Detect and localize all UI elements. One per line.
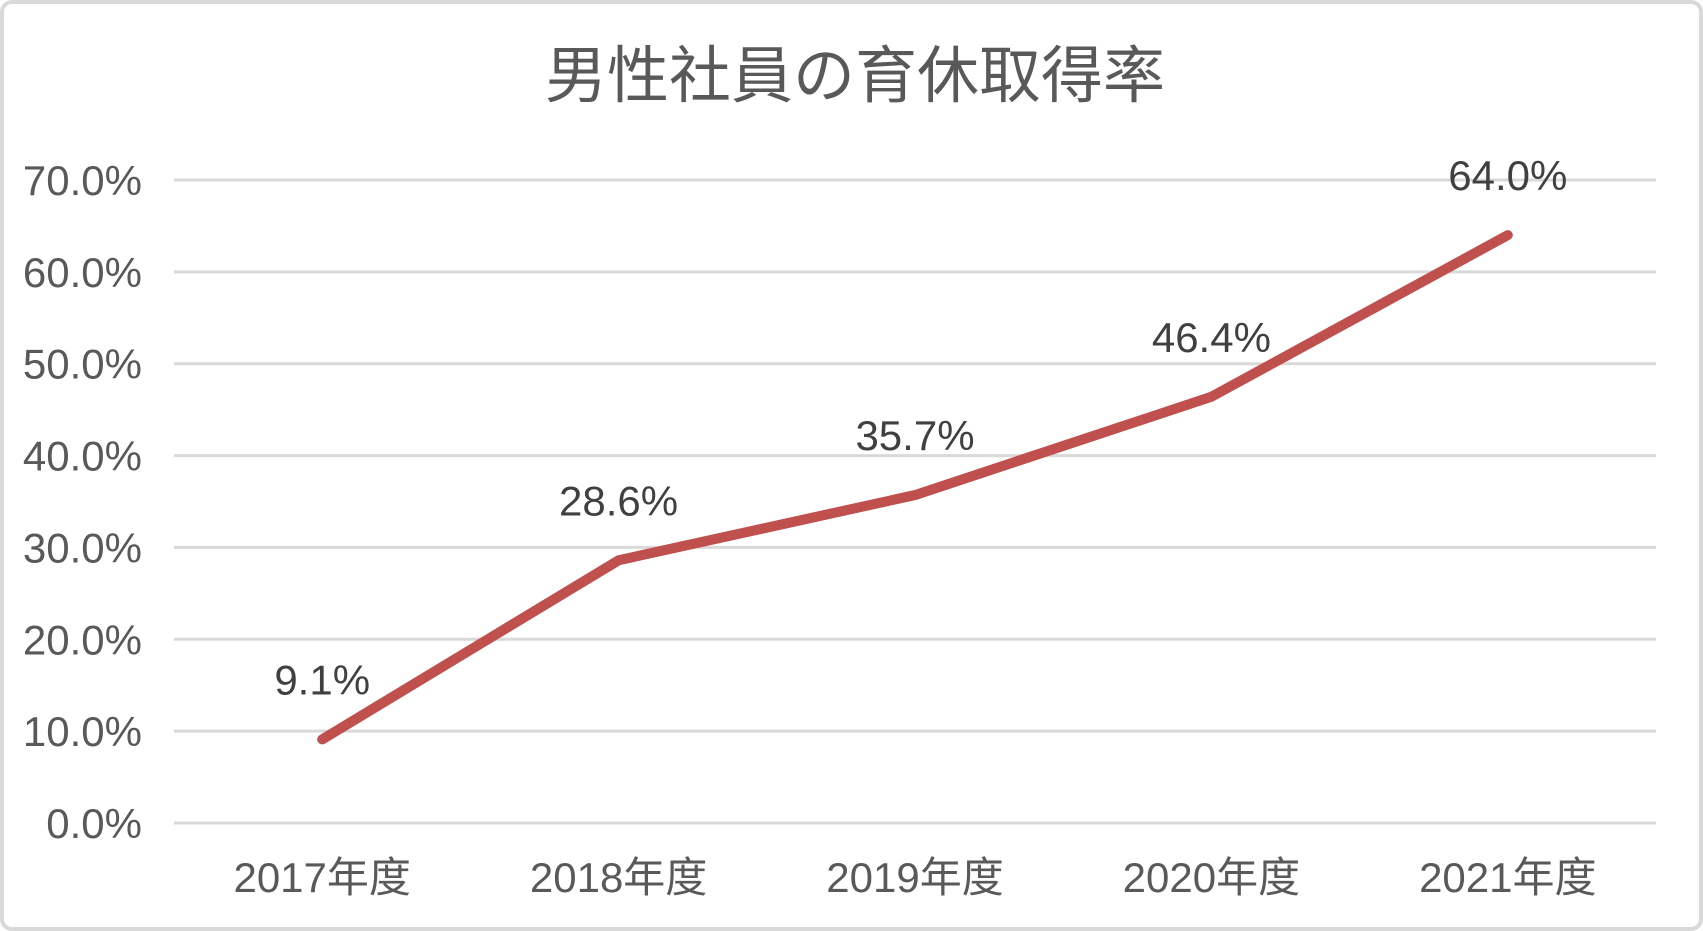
y-tick-label: 60.0% bbox=[23, 249, 142, 296]
data-point-label: 46.4% bbox=[1152, 314, 1271, 361]
data-point-label: 28.6% bbox=[559, 477, 678, 524]
line-chart-plot: 男性社員の育休取得率 0.0% 10.0% 20.0% 30.0% 40.0% 50.0%… bbox=[23, 42, 1656, 901]
data-point-label: 64.0% bbox=[1448, 152, 1567, 199]
x-tick-label: 2020年度 bbox=[1123, 854, 1300, 901]
data-point-label: 35.7% bbox=[855, 412, 974, 459]
y-tick-label: 10.0% bbox=[23, 708, 142, 755]
series-line bbox=[317, 230, 1513, 745]
data-point-label: 9.1% bbox=[274, 656, 370, 703]
x-tick-label: 2017年度 bbox=[233, 854, 410, 901]
x-tick-label: 2019年度 bbox=[826, 854, 1003, 901]
y-tick-label: 20.0% bbox=[23, 616, 142, 663]
y-tick-label: 0.0% bbox=[46, 800, 142, 847]
x-tick-label: 2018年度 bbox=[530, 854, 707, 901]
y-tick-label: 50.0% bbox=[23, 341, 142, 388]
chart-title: 男性社員の育休取得率 bbox=[545, 42, 1165, 111]
y-tick-label: 40.0% bbox=[23, 433, 142, 480]
y-tick-label: 70.0% bbox=[23, 157, 142, 204]
y-tick-label: 30.0% bbox=[23, 524, 142, 571]
x-tick-label: 2021年度 bbox=[1419, 854, 1596, 901]
